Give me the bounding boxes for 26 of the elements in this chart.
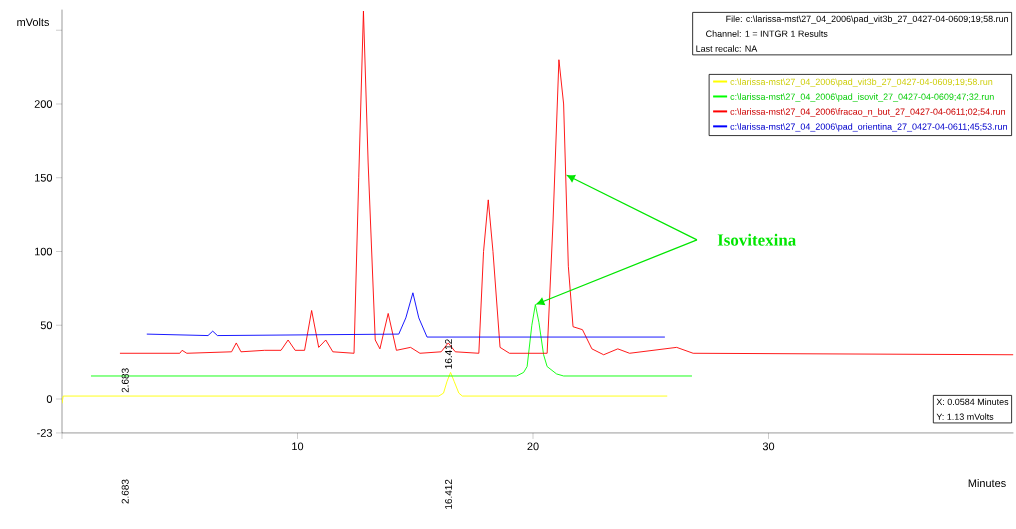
annotation: File: c:\larissa-mst\27_04_2006\pad_vit3b_27_0427-04-0609;19;58.run xyxy=(726,15,1008,24)
y-tick-label: 100 xyxy=(35,247,53,256)
y-tick-label: 200 xyxy=(34,100,53,108)
annotation: Last recalc: NA xyxy=(696,45,758,52)
annotation: Y: 1.13 mVolts xyxy=(936,413,994,420)
text: 2.683 xyxy=(121,479,129,504)
annotation: 16.412 xyxy=(444,339,453,369)
x-tick-label: 30 xyxy=(762,442,775,451)
x-axis-title: Minutes xyxy=(968,478,1006,488)
annotation: 2.683 xyxy=(121,368,129,393)
legend-label: c:\larissa-mst\27_04_2006\pad_orientina_27_0427-04-0611;45;53.run xyxy=(730,123,1007,132)
y-axis-title: mVolts xyxy=(17,17,50,27)
annotation: X: 0.0584 Minutes xyxy=(936,398,1009,405)
legend-label: c:\larissa-mst\27_04_2006\fracao_n_but_27_0427-04-0611;02;54.run xyxy=(730,108,1005,117)
y-tick-label: 150 xyxy=(35,173,53,182)
x-tick-label: 10 xyxy=(292,442,304,451)
annotation: Channel: 1 = INTGR 1 Results xyxy=(706,30,828,37)
y-tick-label: 50 xyxy=(40,321,53,330)
line-series xyxy=(146,292,666,338)
annotation: Isovitexina xyxy=(717,233,796,246)
y-tick-label: -23 xyxy=(37,429,52,437)
legend-label: c:\larissa-mst\27_04_2006\pad_vit3b_27_0427-04-0609;19;58.run xyxy=(730,78,993,87)
y-tick-label: 0 xyxy=(46,395,53,403)
text: 16.412 xyxy=(444,479,453,509)
legend-label: c:\larissa-mst\27_04_2006\pad_isovit_27_0427-04-0609;47;32.run xyxy=(730,93,994,102)
x-tick-label: 20 xyxy=(527,442,539,451)
